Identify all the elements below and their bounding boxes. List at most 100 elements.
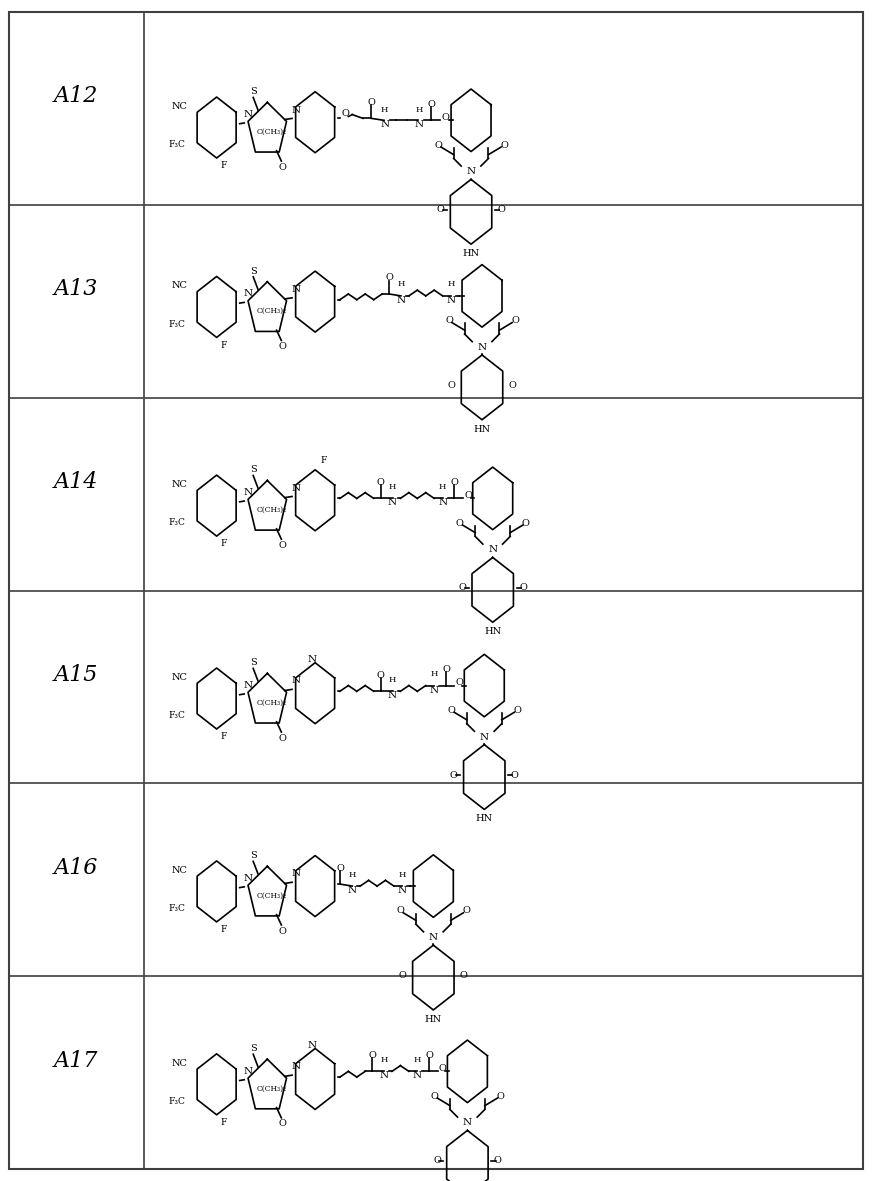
Text: N: N — [398, 886, 407, 895]
Text: O: O — [337, 863, 344, 873]
Text: N: N — [446, 296, 456, 305]
Text: O: O — [427, 100, 435, 109]
Text: O: O — [279, 733, 287, 743]
Text: H: H — [389, 676, 396, 684]
Text: N: N — [292, 105, 301, 115]
Text: A16: A16 — [54, 857, 99, 879]
Text: O: O — [279, 342, 287, 351]
Text: A17: A17 — [54, 1050, 99, 1072]
Text: O: O — [397, 906, 405, 915]
Text: C(CH₃)₂: C(CH₃)₂ — [256, 1084, 287, 1092]
Text: H: H — [415, 105, 423, 113]
Text: O: O — [433, 1156, 441, 1166]
Text: HN: HN — [476, 815, 493, 823]
Text: H: H — [413, 1056, 421, 1064]
Text: H: H — [399, 870, 406, 879]
Text: F: F — [221, 161, 227, 170]
Text: H: H — [431, 670, 438, 678]
Text: NC: NC — [171, 281, 187, 291]
Text: O: O — [447, 706, 455, 715]
Text: N: N — [307, 1040, 317, 1050]
Text: N: N — [397, 296, 405, 305]
Text: O: O — [377, 671, 385, 680]
Text: O: O — [462, 906, 470, 915]
Text: O: O — [456, 518, 464, 528]
Text: N: N — [412, 1071, 422, 1081]
Text: NC: NC — [171, 481, 187, 489]
Text: F: F — [221, 1118, 227, 1127]
Text: NC: NC — [171, 1059, 187, 1068]
Text: N: N — [430, 686, 439, 694]
Text: N: N — [429, 933, 438, 942]
Text: N: N — [292, 1062, 301, 1071]
Text: N: N — [480, 732, 489, 742]
Text: O: O — [441, 112, 449, 122]
Text: C(CH₃)₂: C(CH₃)₂ — [256, 892, 287, 900]
Text: N: N — [244, 289, 253, 299]
Text: O: O — [279, 927, 287, 935]
Text: O: O — [511, 771, 519, 779]
Text: O: O — [426, 1051, 433, 1059]
Text: N: N — [292, 677, 301, 685]
Text: N: N — [414, 120, 424, 130]
Text: A12: A12 — [54, 85, 99, 107]
Text: O: O — [514, 706, 521, 715]
Text: A13: A13 — [54, 279, 99, 300]
Text: O: O — [279, 163, 287, 171]
Text: N: N — [348, 886, 357, 895]
Text: N: N — [388, 691, 397, 700]
Text: NC: NC — [171, 673, 187, 683]
Text: O: O — [342, 110, 350, 118]
Text: S: S — [250, 1044, 256, 1053]
Text: O: O — [377, 478, 385, 487]
Text: N: N — [244, 110, 253, 119]
Text: H: H — [349, 870, 356, 879]
Text: F: F — [221, 340, 227, 350]
Text: F₃C: F₃C — [169, 905, 186, 913]
Text: O: O — [498, 205, 506, 215]
Text: N: N — [478, 342, 487, 352]
Text: O: O — [519, 583, 527, 593]
Text: O: O — [447, 381, 455, 390]
Text: N: N — [292, 285, 301, 294]
Text: C(CH₃)₂: C(CH₃)₂ — [256, 128, 287, 136]
Text: O: O — [464, 491, 472, 500]
Text: N: N — [244, 874, 253, 883]
Text: O: O — [442, 665, 450, 674]
Text: H: H — [439, 483, 446, 491]
Text: C(CH₃)₂: C(CH₃)₂ — [256, 307, 287, 315]
Text: O: O — [279, 1120, 287, 1129]
Text: O: O — [500, 141, 508, 150]
Text: O: O — [511, 317, 519, 325]
Text: O: O — [385, 274, 393, 282]
Text: O: O — [431, 1091, 439, 1101]
Text: O: O — [368, 1051, 376, 1059]
Text: A15: A15 — [54, 664, 99, 686]
Text: F: F — [221, 540, 227, 548]
Text: H: H — [381, 105, 388, 113]
Text: H: H — [398, 280, 405, 288]
Text: N: N — [307, 655, 317, 664]
Text: H: H — [380, 1056, 388, 1064]
Text: H: H — [447, 280, 455, 288]
Text: S: S — [250, 852, 256, 860]
Text: F: F — [221, 732, 227, 742]
Text: N: N — [463, 1118, 472, 1128]
Text: F: F — [221, 925, 227, 934]
Text: O: O — [437, 205, 445, 215]
Text: HN: HN — [484, 627, 501, 637]
Text: N: N — [388, 498, 397, 508]
Text: O: O — [367, 98, 375, 107]
Text: O: O — [439, 1064, 446, 1072]
Text: O: O — [279, 541, 287, 550]
Text: S: S — [250, 87, 256, 96]
Text: O: O — [445, 317, 453, 325]
Text: HN: HN — [425, 1014, 442, 1024]
Text: O: O — [494, 1156, 501, 1166]
Text: N: N — [292, 869, 301, 879]
Text: N: N — [244, 488, 253, 497]
Text: N: N — [244, 681, 253, 690]
Text: A14: A14 — [54, 471, 99, 494]
Text: NC: NC — [171, 866, 187, 875]
Text: F₃C: F₃C — [169, 711, 186, 720]
